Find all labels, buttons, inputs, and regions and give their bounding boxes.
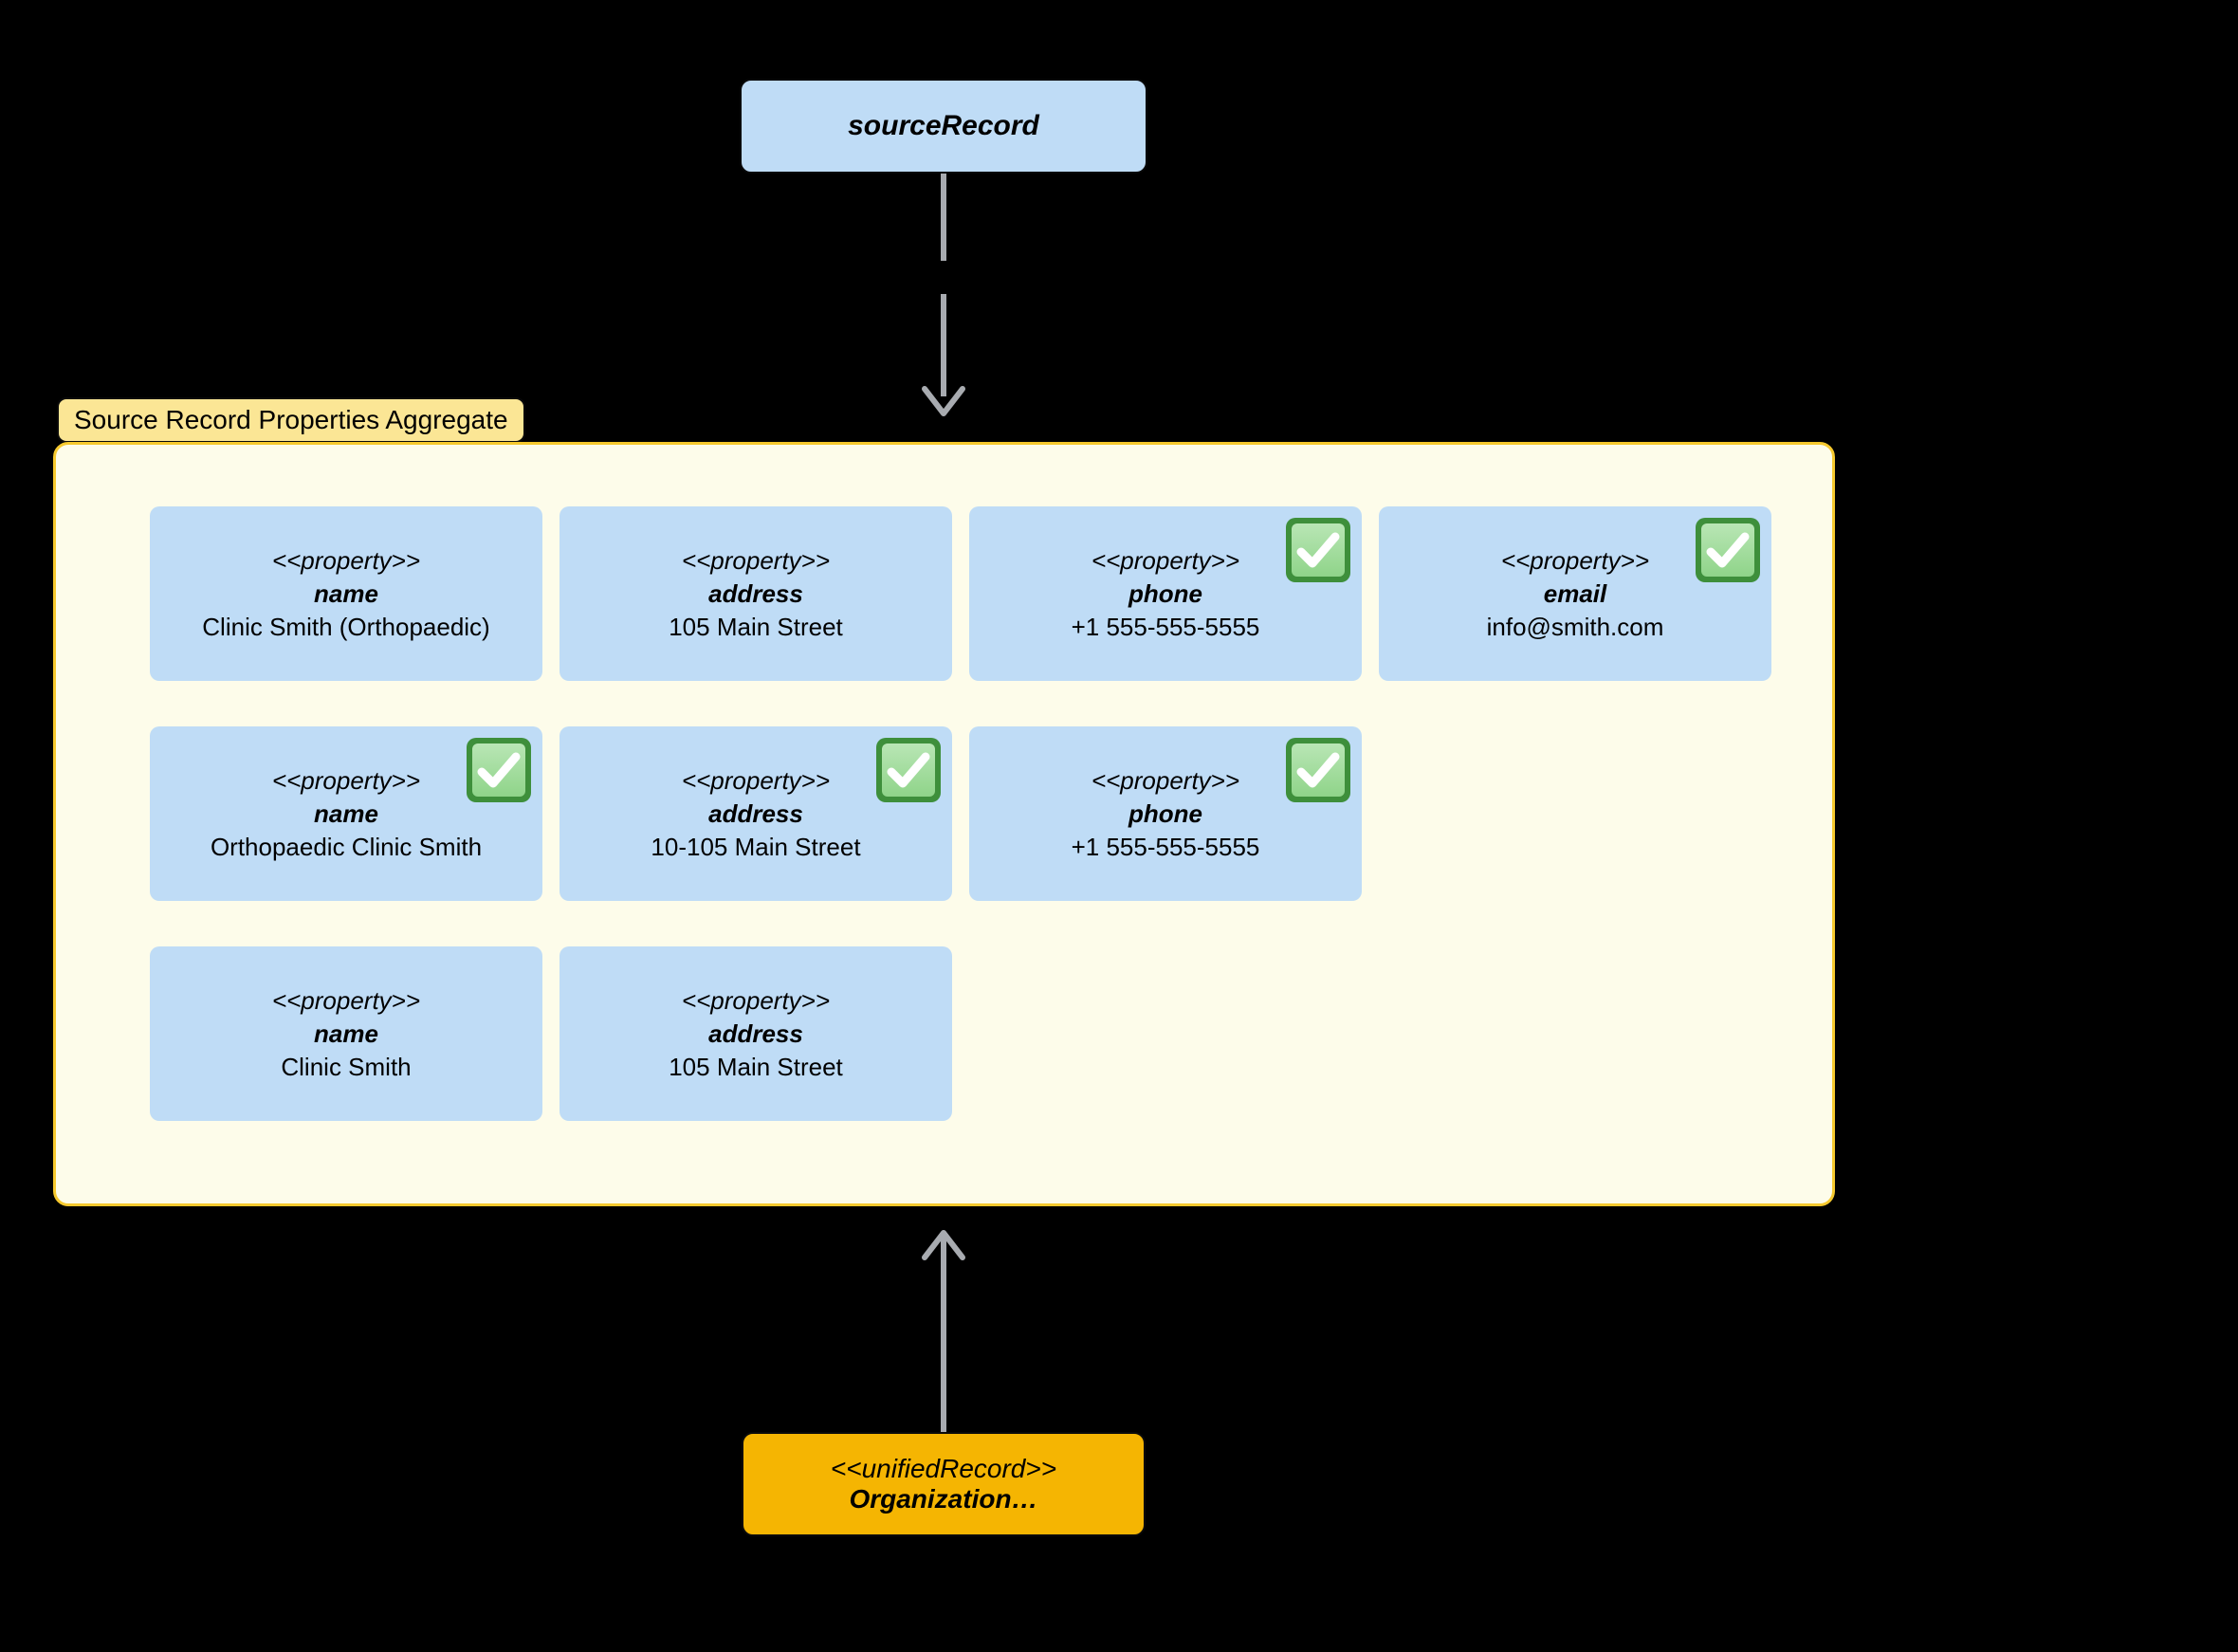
property-stereotype: <<property>> bbox=[272, 986, 420, 1016]
property-name: name bbox=[314, 1019, 378, 1049]
property-card: <<property>> email info@smith.com bbox=[1379, 506, 1771, 681]
arrow-bottom-line bbox=[941, 1235, 946, 1432]
property-value: 10-105 Main Street bbox=[651, 833, 860, 862]
source-record-node: sourceRecord bbox=[740, 79, 1147, 174]
property-card: <<property>> name Orthopaedic Clinic Smi… bbox=[150, 726, 542, 901]
unified-record-name: Organization… bbox=[849, 1484, 1037, 1514]
check-icon bbox=[1284, 736, 1352, 804]
property-value: Clinic Smith (Orthopaedic) bbox=[202, 613, 489, 642]
property-name: name bbox=[314, 579, 378, 609]
check-icon bbox=[1694, 516, 1762, 584]
property-card: <<property>> address 10-105 Main Street bbox=[560, 726, 952, 901]
property-name: address bbox=[708, 1019, 803, 1049]
diagram-canvas: sourceRecord Source Record Properties Ag… bbox=[0, 0, 2238, 1652]
property-name: email bbox=[1544, 579, 1607, 609]
source-record-label: sourceRecord bbox=[848, 110, 1039, 142]
property-card: <<property>> phone +1 555-555-5555 bbox=[969, 726, 1362, 901]
property-value: info@smith.com bbox=[1487, 613, 1664, 642]
arrow-top-segment-1 bbox=[941, 174, 946, 261]
property-stereotype: <<property>> bbox=[272, 766, 420, 796]
check-icon bbox=[874, 736, 943, 804]
property-card: <<property>> address 105 Main Street bbox=[560, 506, 952, 681]
aggregate-label: Source Record Properties Aggregate bbox=[57, 397, 525, 443]
property-stereotype: <<property>> bbox=[272, 546, 420, 576]
property-name: phone bbox=[1128, 579, 1202, 609]
property-stereotype: <<property>> bbox=[1091, 546, 1239, 576]
property-stereotype: <<property>> bbox=[682, 546, 830, 576]
property-stereotype: <<property>> bbox=[682, 986, 830, 1016]
arrow-bottom-head bbox=[921, 1227, 966, 1261]
property-value: Clinic Smith bbox=[281, 1053, 411, 1082]
unified-record-node: <<unifiedRecord>> Organization… bbox=[742, 1432, 1146, 1536]
unified-record-stereotype: <<unifiedRecord>> bbox=[831, 1454, 1056, 1484]
property-card: <<property>> phone +1 555-555-5555 bbox=[969, 506, 1362, 681]
property-value: 105 Main Street bbox=[669, 613, 843, 642]
arrow-top-head bbox=[921, 385, 966, 419]
property-stereotype: <<property>> bbox=[1091, 766, 1239, 796]
property-card: <<property>> address 105 Main Street bbox=[560, 946, 952, 1121]
property-name: name bbox=[314, 799, 378, 829]
property-card: <<property>> name Clinic Smith (Orthopae… bbox=[150, 506, 542, 681]
property-stereotype: <<property>> bbox=[682, 766, 830, 796]
property-value: 105 Main Street bbox=[669, 1053, 843, 1082]
aggregate-label-text: Source Record Properties Aggregate bbox=[74, 405, 508, 434]
property-name: address bbox=[708, 799, 803, 829]
property-value: +1 555-555-5555 bbox=[1072, 613, 1260, 642]
arrow-top-segment-2 bbox=[941, 294, 946, 396]
property-value: +1 555-555-5555 bbox=[1072, 833, 1260, 862]
property-name: address bbox=[708, 579, 803, 609]
property-stereotype: <<property>> bbox=[1501, 546, 1649, 576]
property-name: phone bbox=[1128, 799, 1202, 829]
check-icon bbox=[1284, 516, 1352, 584]
property-value: Orthopaedic Clinic Smith bbox=[211, 833, 482, 862]
check-icon bbox=[465, 736, 533, 804]
property-card: <<property>> name Clinic Smith bbox=[150, 946, 542, 1121]
